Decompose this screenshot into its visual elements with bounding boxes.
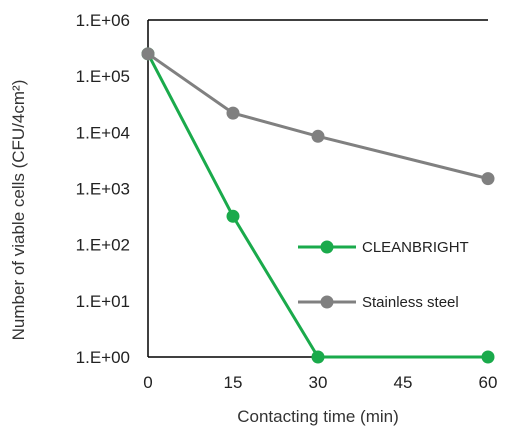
x-tick-label: 0: [143, 373, 152, 392]
data-point: [141, 47, 155, 61]
series-line: [146, 53, 488, 359]
y-tick-label: 1.E+04: [76, 123, 130, 142]
data-point: [481, 172, 495, 186]
data-point: [226, 106, 240, 120]
y-tick-label: 1.E+05: [76, 67, 130, 86]
series-line: [147, 52, 489, 181]
x-tick-label: 15: [224, 373, 243, 392]
legend-swatch-marker: [320, 240, 334, 254]
x-tick-label: 45: [394, 373, 413, 392]
y-tick-label: 1.E+00: [76, 348, 130, 367]
data-point: [481, 350, 495, 364]
x-tick-label: 30: [309, 373, 328, 392]
legend-label: Stainless steel: [362, 294, 459, 311]
data-point: [311, 129, 325, 143]
y-axis-title: Number of viable cells (CFU/4cm²): [9, 80, 28, 341]
x-axis-title: Contacting time (min): [237, 407, 399, 426]
y-tick-label: 1.E+03: [76, 180, 130, 199]
y-tick-label: 1.E+01: [76, 292, 130, 311]
data-point: [226, 209, 240, 223]
x-tick-label: 60: [479, 373, 498, 392]
y-tick-label: 1.E+02: [76, 236, 130, 255]
legend-label: CLEANBRIGHT: [362, 239, 469, 256]
y-tick-label: 1.E+06: [76, 11, 130, 30]
legend-swatch-marker: [320, 295, 334, 309]
data-point: [311, 350, 325, 364]
